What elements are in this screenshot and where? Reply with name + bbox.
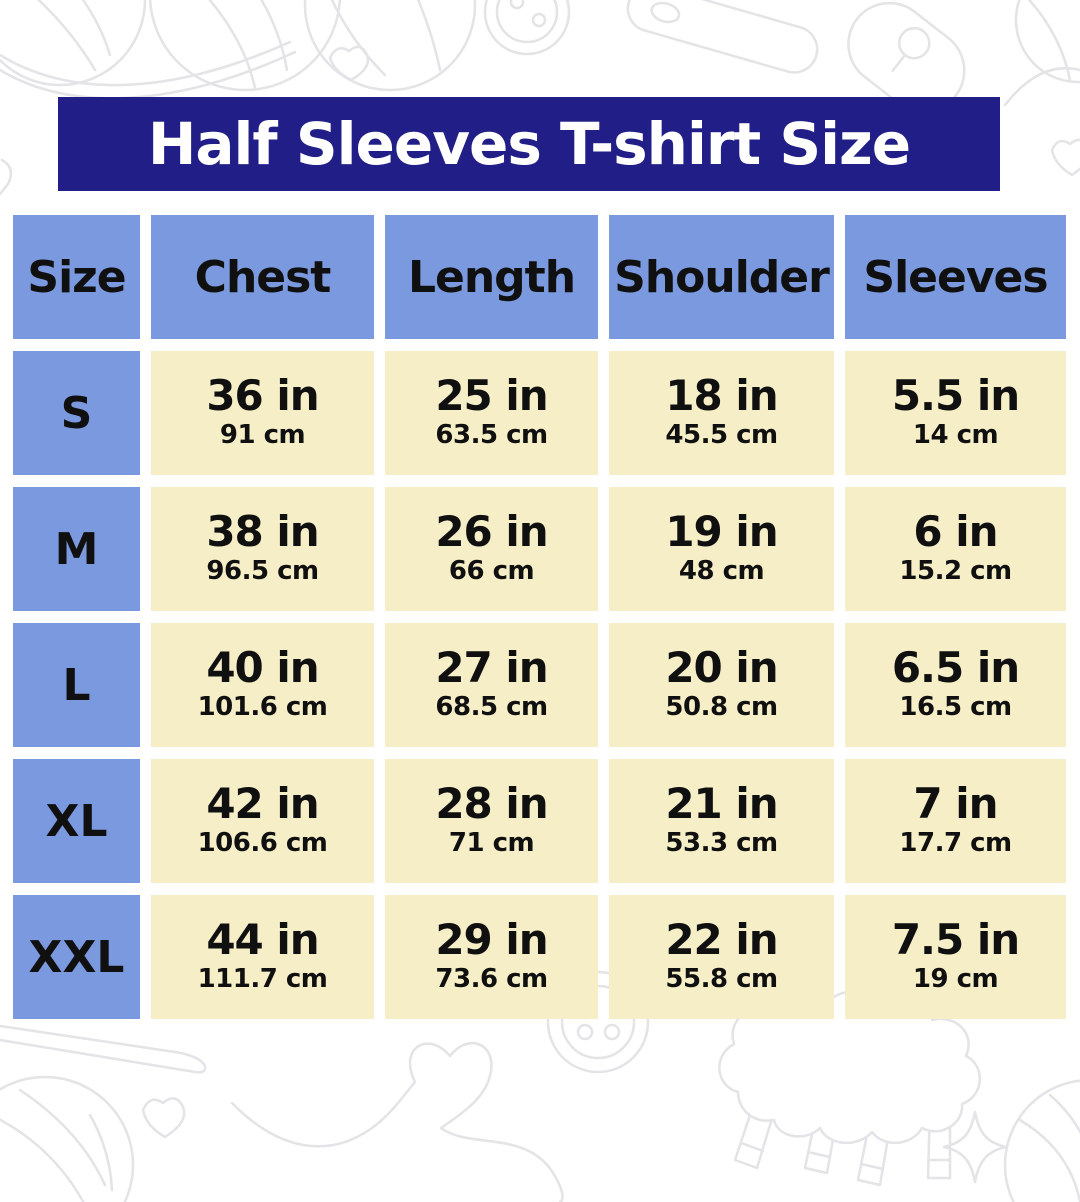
value-inches: 26 in [435, 507, 548, 557]
value-inches: 20 in [665, 643, 778, 693]
value-inches: 38 in [206, 507, 319, 557]
value-cm: 96.5 cm [206, 556, 319, 587]
value-inches: 28 in [435, 779, 548, 829]
cell-xl-length: 28 in 71 cm [385, 759, 598, 883]
row-label-m: M [13, 487, 140, 611]
cell-m-sleeves: 6 in 15.2 cm [845, 487, 1066, 611]
cell-xxl-length: 29 in 73.6 cm [385, 895, 598, 1019]
heart-icon [141, 1097, 186, 1139]
column-header-length: Length [385, 215, 598, 339]
cell-m-length: 26 in 66 cm [385, 487, 598, 611]
yarn-ball-icon [1003, 0, 1080, 107]
heart-icon [1050, 138, 1080, 177]
cell-xl-shoulder: 21 in 53.3 cm [609, 759, 834, 883]
value-cm: 91 cm [219, 420, 306, 451]
sewing-needle-icon [626, 0, 819, 74]
cell-xxl-sleeves: 7.5 in 19 cm [845, 895, 1066, 1019]
value-cm: 63.5 cm [435, 420, 548, 451]
value-cm: 17.7 cm [899, 828, 1012, 859]
row-label-l: L [13, 623, 140, 747]
button-icon [546, 970, 650, 1074]
value-inches: 44 in [206, 915, 319, 965]
value-cm: 14 cm [912, 420, 999, 451]
cell-l-length: 27 in 68.5 cm [385, 623, 598, 747]
sheep-icon [718, 990, 982, 1187]
cell-xl-sleeves: 7 in 17.7 cm [845, 759, 1066, 883]
value-inches: 25 in [435, 371, 548, 421]
yarn-ball-icon [148, 0, 477, 92]
value-cm: 106.6 cm [197, 828, 328, 859]
cell-s-length: 25 in 63.5 cm [385, 351, 598, 475]
value-inches: 18 in [665, 371, 778, 421]
value-inches: 36 in [206, 371, 319, 421]
yarn-ball-icon [0, 1075, 135, 1202]
yarn-ball-icon [0, 0, 297, 100]
value-inches: 5.5 in [891, 371, 1020, 421]
page-title: Half Sleeves T-shirt Size [147, 110, 911, 178]
value-cm: 48 cm [678, 556, 765, 587]
value-inches: 7.5 in [891, 915, 1020, 965]
value-cm: 73.6 cm [435, 964, 548, 995]
yarn-ball-icon [1003, 1079, 1080, 1202]
value-inches: 22 in [665, 915, 778, 965]
value-inches: 7 in [913, 779, 998, 829]
value-cm: 55.8 cm [665, 964, 778, 995]
value-cm: 111.7 cm [197, 964, 328, 995]
crochet-hook-icon [0, 1024, 207, 1074]
value-cm: 16.5 cm [899, 692, 1012, 723]
cell-s-shoulder: 18 in 45.5 cm [609, 351, 834, 475]
value-cm: 19 cm [912, 964, 999, 995]
thread-icon [0, 158, 13, 196]
title-banner: Half Sleeves T-shirt Size [58, 97, 1000, 191]
column-header-sleeves: Sleeves [845, 215, 1066, 339]
cell-l-shoulder: 20 in 50.8 cm [609, 623, 834, 747]
cell-l-sleeves: 6.5 in 16.5 cm [845, 623, 1066, 747]
value-inches: 6 in [913, 507, 998, 557]
safety-pin-icon [847, 1, 966, 113]
cell-s-chest: 36 in 91 cm [151, 351, 374, 475]
value-inches: 19 in [665, 507, 778, 557]
cell-s-sleeves: 5.5 in 14 cm [845, 351, 1066, 475]
row-label-s: S [13, 351, 140, 475]
value-cm: 101.6 cm [197, 692, 328, 723]
value-inches: 21 in [665, 779, 778, 829]
sparkle-icon [942, 1110, 1008, 1184]
size-table: Size Chest Length Shoulder Sleeves S 36 … [13, 215, 1066, 1019]
value-inches: 42 in [206, 779, 319, 829]
cell-xl-chest: 42 in 106.6 cm [151, 759, 374, 883]
column-header-shoulder: Shoulder [609, 215, 834, 339]
thread-icon [230, 1041, 564, 1202]
value-inches: 29 in [435, 915, 548, 965]
value-inches: 27 in [435, 643, 548, 693]
row-label-xl: XL [13, 759, 140, 883]
cell-l-chest: 40 in 101.6 cm [151, 623, 374, 747]
cell-xxl-chest: 44 in 111.7 cm [151, 895, 374, 1019]
cell-xxl-shoulder: 22 in 55.8 cm [609, 895, 834, 1019]
cell-m-shoulder: 19 in 48 cm [609, 487, 834, 611]
column-header-chest: Chest [151, 215, 374, 339]
cell-m-chest: 38 in 96.5 cm [151, 487, 374, 611]
value-cm: 68.5 cm [435, 692, 548, 723]
column-header-size: Size [13, 215, 140, 339]
value-cm: 53.3 cm [665, 828, 778, 859]
value-cm: 45.5 cm [665, 420, 778, 451]
value-inches: 40 in [206, 643, 319, 693]
button-icon [483, 0, 571, 56]
value-inches: 6.5 in [891, 643, 1020, 693]
value-cm: 50.8 cm [665, 692, 778, 723]
row-label-xxl: XXL [13, 895, 140, 1019]
value-cm: 71 cm [448, 828, 535, 859]
value-cm: 66 cm [448, 556, 535, 587]
value-cm: 15.2 cm [899, 556, 1012, 587]
